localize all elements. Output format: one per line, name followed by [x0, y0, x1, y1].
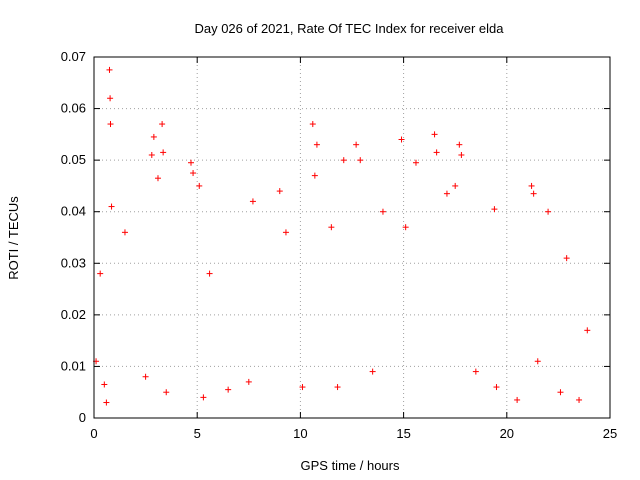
- data-point: [472, 368, 479, 375]
- data-point: [249, 198, 256, 205]
- data-point: [160, 149, 167, 156]
- data-point: [108, 203, 115, 210]
- data-point: [530, 190, 537, 197]
- data-point: [196, 182, 203, 189]
- data-point: [309, 121, 316, 128]
- data-point: [491, 206, 498, 213]
- x-tick-label: 15: [396, 426, 410, 441]
- data-point: [245, 378, 252, 385]
- data-point: [433, 149, 440, 156]
- data-point: [412, 159, 419, 166]
- data-point: [443, 190, 450, 197]
- data-point: [452, 182, 459, 189]
- data-point: [311, 172, 318, 179]
- y-tick-label: 0.07: [61, 49, 86, 64]
- y-axis-label: ROTI / TECUs: [6, 196, 21, 280]
- data-point: [369, 368, 376, 375]
- data-point: [107, 121, 114, 128]
- data-point: [276, 188, 283, 195]
- data-point: [313, 141, 320, 148]
- data-point: [402, 224, 409, 231]
- data-point: [340, 157, 347, 164]
- data-point: [148, 151, 155, 158]
- data-point: [190, 170, 197, 177]
- data-point: [188, 159, 195, 166]
- data-point: [514, 396, 521, 403]
- data-point: [200, 394, 207, 401]
- data-point: [142, 373, 149, 380]
- data-point: [150, 133, 157, 140]
- data-point: [357, 157, 364, 164]
- y-tick-label: 0.02: [61, 307, 86, 322]
- y-tick-label: 0.04: [61, 204, 86, 219]
- axis-ticks: [93, 56, 611, 419]
- x-tick-labels: 0 5 10 15 20 25: [90, 426, 617, 441]
- chart-title: Day 026 of 2021, Rate Of TEC Index for r…: [194, 21, 504, 36]
- data-point: [299, 384, 306, 391]
- data-point: [159, 121, 166, 128]
- x-tick-label: 25: [603, 426, 617, 441]
- y-tick-label: 0.03: [61, 255, 86, 270]
- y-tick-label: 0.05: [61, 152, 86, 167]
- data-point: [557, 389, 564, 396]
- x-tick-label: 20: [500, 426, 514, 441]
- data-point: [328, 224, 335, 231]
- data-point: [563, 255, 570, 262]
- data-point: [576, 396, 583, 403]
- y-tick-label: 0.06: [61, 101, 86, 116]
- x-axis-label: GPS time / hours: [301, 458, 400, 473]
- grid-lines: [94, 57, 610, 418]
- data-point: [106, 66, 113, 73]
- data-point: [163, 389, 170, 396]
- x-tick-label: 5: [194, 426, 201, 441]
- data-point: [334, 384, 341, 391]
- data-point: [282, 229, 289, 236]
- data-point: [101, 381, 108, 388]
- data-point: [584, 327, 591, 334]
- y-tick-labels: 0 0.01 0.02 0.03 0.04 0.05 0.06 0.07: [61, 49, 86, 425]
- data-point: [458, 151, 465, 158]
- data-point: [379, 208, 386, 215]
- data-point: [154, 175, 161, 182]
- data-point: [431, 131, 438, 138]
- data-point: [493, 384, 500, 391]
- data-point: [398, 136, 405, 143]
- data-point: [103, 399, 110, 406]
- data-point: [121, 229, 128, 236]
- data-point: [534, 358, 541, 365]
- x-tick-label: 10: [293, 426, 307, 441]
- y-tick-label: 0: [79, 410, 86, 425]
- data-points: [93, 66, 591, 406]
- y-tick-label: 0.01: [61, 358, 86, 373]
- data-point: [528, 182, 535, 189]
- x-tick-label: 0: [90, 426, 97, 441]
- data-point: [225, 386, 232, 393]
- data-point: [456, 141, 463, 148]
- data-point: [545, 208, 552, 215]
- plot-frame: [93, 56, 611, 419]
- data-point: [107, 95, 114, 102]
- data-point: [206, 270, 213, 277]
- data-point: [97, 270, 104, 277]
- data-point: [353, 141, 360, 148]
